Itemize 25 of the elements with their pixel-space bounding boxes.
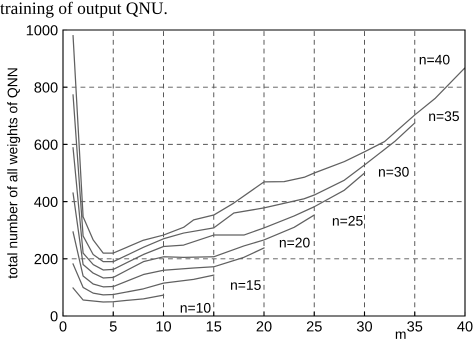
x-tick-label: 15: [206, 321, 222, 332]
x-tick-label: 20: [256, 321, 272, 332]
series-label: n=15: [230, 280, 261, 290]
series-label: n=35: [429, 111, 459, 122]
x-tick-label: 5: [110, 321, 117, 332]
x-tick-label: 40: [457, 321, 473, 332]
y-tick-label: 200: [34, 254, 58, 264]
series-label: n=10: [180, 302, 211, 313]
y-tick-label: 0: [50, 311, 58, 322]
series-label: n=40: [420, 54, 450, 65]
y-axis-title: total number of all weights of QNN: [7, 68, 20, 279]
x-tick-label: 0: [60, 321, 66, 332]
x-tick-label: 30: [356, 321, 372, 332]
x-tick-label: 35: [407, 321, 422, 332]
series-label: n=30: [378, 166, 409, 177]
series-label: n=20: [280, 238, 310, 248]
y-tick-label: 600: [34, 140, 58, 150]
x-tick-label: 25: [306, 321, 322, 332]
x-tick-label: 10: [156, 321, 172, 332]
x-axis-title: m: [396, 331, 406, 339]
y-tick-label: 1000: [26, 25, 58, 36]
y-tick-label: 400: [34, 196, 58, 208]
series-label: n=25: [332, 216, 363, 226]
y-tick-label: 800: [34, 82, 58, 93]
text: training of output QNU.: [0, 2, 167, 18]
